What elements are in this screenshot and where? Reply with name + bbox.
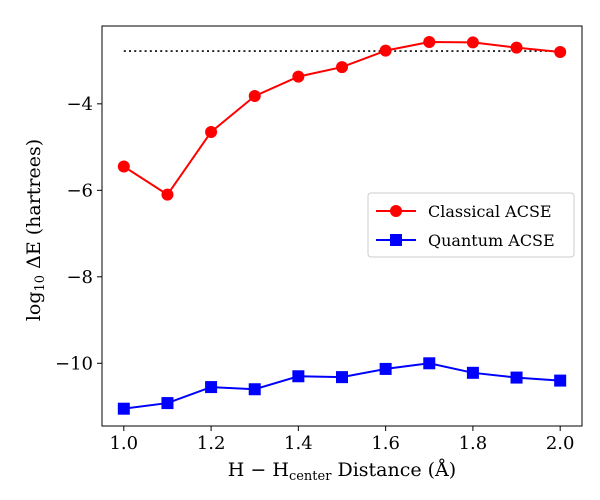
data-point-quantum-acse xyxy=(466,366,479,379)
series-line-quantum-acse xyxy=(123,362,561,410)
y-tick-label: −10 xyxy=(55,353,93,374)
data-point-classical-acse xyxy=(292,70,305,83)
series-layer xyxy=(117,36,567,415)
legend: Classical ACSE Quantum ACSE xyxy=(367,192,575,258)
data-point-quantum-acse xyxy=(205,381,218,394)
x-tick-label: 1.6 xyxy=(371,433,400,454)
data-point-classical-acse xyxy=(379,44,392,57)
axes: 1.0 1.2 1.4 1.6 1.8 2.0 −10 −8 −6 −4 H − Hcenter D… xyxy=(23,25,583,484)
y-axis-title: log10 ΔE (hartrees) xyxy=(23,139,48,321)
x-tick-label: 1.0 xyxy=(109,433,138,454)
data-point-classical-acse xyxy=(117,160,130,173)
data-point-classical-acse xyxy=(466,36,479,49)
x-tick-label: 1.8 xyxy=(459,433,488,454)
x-tick-label: 1.4 xyxy=(284,433,313,454)
x-tick-label: 1.2 xyxy=(197,433,226,454)
series-quantum-acse xyxy=(117,357,567,415)
data-point-classical-acse xyxy=(205,125,218,138)
data-point-classical-acse xyxy=(554,45,567,58)
x-tick-label: 2.0 xyxy=(546,433,575,454)
plot-frame xyxy=(101,25,583,427)
data-point-classical-acse xyxy=(423,36,436,48)
y-tick-label: −8 xyxy=(66,267,93,288)
data-point-classical-acse xyxy=(161,188,174,201)
legend-marker xyxy=(390,205,402,217)
data-point-quantum-acse xyxy=(161,397,174,410)
data-point-classical-acse xyxy=(510,41,523,54)
data-point-quantum-acse xyxy=(117,402,130,415)
series-classical-acse xyxy=(117,36,567,201)
data-point-quantum-acse xyxy=(510,371,523,384)
y-tick-label: −4 xyxy=(66,94,93,115)
data-point-quantum-acse xyxy=(292,370,305,383)
data-point-quantum-acse xyxy=(336,371,348,384)
x-axis-title: H − Hcenter Distance (Å) xyxy=(228,459,456,484)
legend-marker xyxy=(390,234,402,246)
y-tick-label: −6 xyxy=(66,180,93,201)
data-point-quantum-acse xyxy=(554,374,567,387)
data-point-classical-acse xyxy=(336,61,348,74)
legend-label: Quantum ACSE xyxy=(428,231,555,250)
data-point-quantum-acse xyxy=(248,383,261,396)
legend-box xyxy=(367,192,575,258)
legend-entry-quantum-acse: Quantum ACSE xyxy=(376,231,555,250)
legend-label: Classical ACSE xyxy=(428,202,552,221)
data-point-classical-acse xyxy=(248,90,261,103)
data-point-quantum-acse xyxy=(379,362,392,375)
legend-entry-classical-acse: Classical ACSE xyxy=(376,202,552,221)
data-point-quantum-acse xyxy=(423,357,436,370)
